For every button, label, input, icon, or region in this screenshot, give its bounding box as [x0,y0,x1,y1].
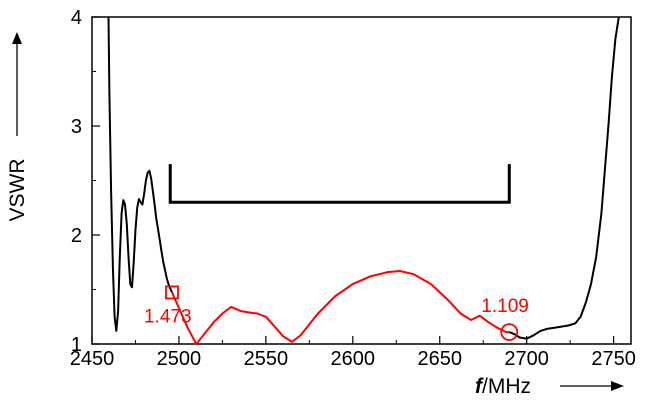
x-axis-ticks: 2450 2500 2550 2600 2650 2700 2750 [70,336,636,370]
x-axis-arrow-head [611,381,624,391]
x-tick-label: 2550 [244,348,289,370]
operating-band-bracket [168,164,511,204]
series-layer [107,16,620,345]
x-axis-title: f/MHz [475,375,531,398]
band-bracket [168,164,511,204]
y-tick-label: 4 [71,7,82,29]
x-tick-label: 2650 [417,348,462,370]
x-tick-label: 2700 [504,348,549,370]
y-axis-ticks: 1 2 3 4 [71,7,100,356]
series-line-low-out-of-band [107,16,173,332]
marker-label: 1.473 [144,306,192,327]
x-axis-title-group: f/MHz [475,375,624,398]
y-axis-title: VSWR [6,159,29,222]
y-axis-arrow-head [12,32,22,44]
marker-square [165,285,179,300]
x-tick-label: 2750 [591,348,636,370]
marker-layer: 1.473 1.109 [144,285,529,342]
x-axis-unit: /MHz [482,375,531,398]
y-tick-label: 1 [71,334,82,356]
y-tick-label: 2 [71,225,82,247]
series-line-in-band [171,270,510,345]
series-line-high-out-of-band [508,16,620,340]
x-tick-label: 2500 [157,348,202,370]
y-axis-title-group: VSWR [6,32,29,222]
x-axis-symbol: f [475,375,484,398]
y-tick-label: 3 [71,116,82,138]
x-tick-label: 2450 [70,348,115,370]
marker-label: 1.109 [481,296,529,317]
marker-circle [500,323,519,342]
x-tick-label: 2600 [331,348,376,370]
